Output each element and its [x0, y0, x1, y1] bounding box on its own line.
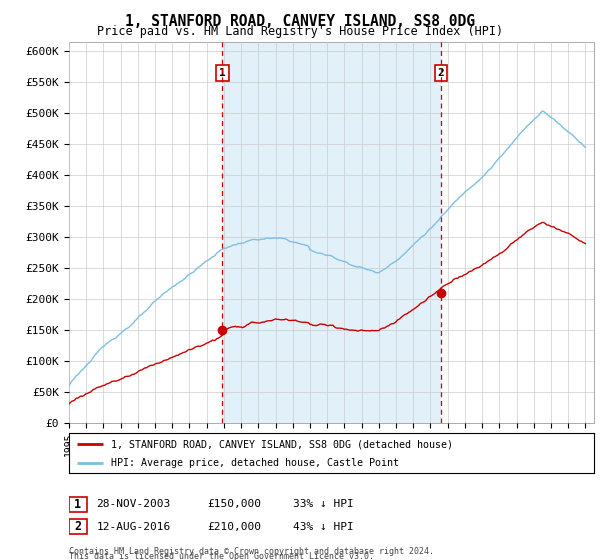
Text: 28-NOV-2003: 28-NOV-2003 [97, 500, 171, 509]
Text: 33% ↓ HPI: 33% ↓ HPI [293, 500, 354, 509]
Text: 1, STANFORD ROAD, CANVEY ISLAND, SS8 0DG (detached house): 1, STANFORD ROAD, CANVEY ISLAND, SS8 0DG… [111, 439, 453, 449]
Text: £150,000: £150,000 [207, 500, 261, 509]
Text: £210,000: £210,000 [207, 522, 261, 531]
Text: 2: 2 [74, 520, 82, 533]
Text: Contains HM Land Registry data © Crown copyright and database right 2024.: Contains HM Land Registry data © Crown c… [69, 547, 434, 556]
Text: Price paid vs. HM Land Registry's House Price Index (HPI): Price paid vs. HM Land Registry's House … [97, 25, 503, 38]
Text: 1: 1 [219, 68, 226, 78]
Text: HPI: Average price, detached house, Castle Point: HPI: Average price, detached house, Cast… [111, 458, 399, 468]
FancyBboxPatch shape [69, 519, 87, 534]
Text: 2: 2 [438, 68, 445, 78]
FancyBboxPatch shape [69, 497, 87, 512]
Text: 43% ↓ HPI: 43% ↓ HPI [293, 522, 354, 531]
Bar [223, 42, 441, 423]
Text: 1, STANFORD ROAD, CANVEY ISLAND, SS8 0DG: 1, STANFORD ROAD, CANVEY ISLAND, SS8 0DG [125, 14, 475, 29]
Text: 1: 1 [74, 498, 82, 511]
Text: This data is licensed under the Open Government Licence v3.0.: This data is licensed under the Open Gov… [69, 552, 374, 560]
Text: 12-AUG-2016: 12-AUG-2016 [97, 522, 171, 531]
